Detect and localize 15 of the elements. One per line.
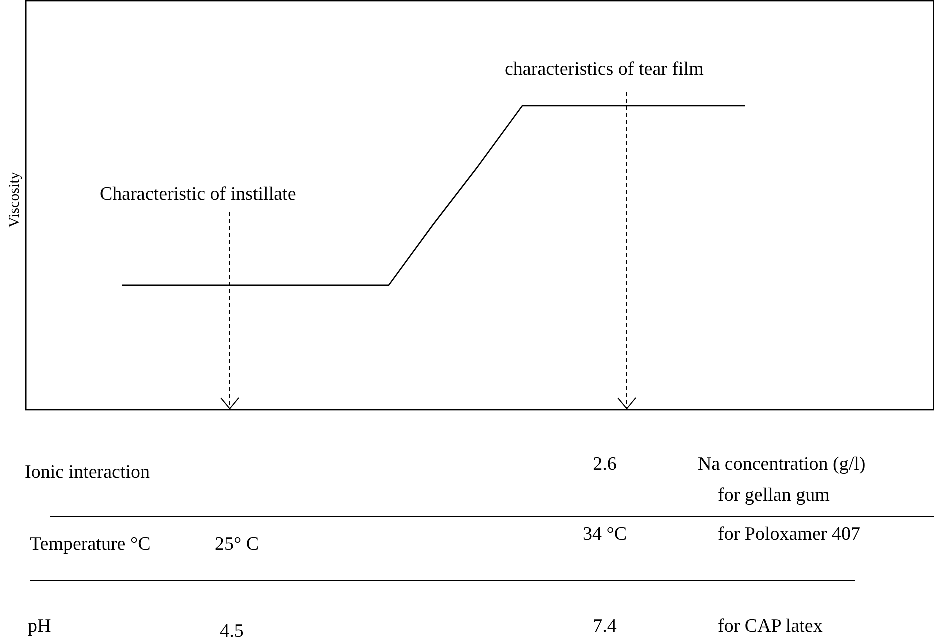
text: for Poloxamer 407 xyxy=(718,524,860,545)
text: 2.6 xyxy=(593,454,617,475)
text: 25° C xyxy=(215,534,260,555)
text: for gellan gum xyxy=(718,485,830,506)
text: pH xyxy=(28,616,52,637)
text: Temperature °C xyxy=(30,534,151,555)
text: 7.4 xyxy=(593,616,618,637)
text: 34 °C xyxy=(582,524,628,545)
text: Viscosity xyxy=(7,172,23,228)
text: for CAP latex xyxy=(718,616,824,637)
annotation: Characteristic of instillate xyxy=(100,184,296,205)
text: Ionic interaction xyxy=(25,462,151,483)
text: 4.5 xyxy=(220,621,244,642)
text: Na concentration (g/l) xyxy=(698,454,866,475)
text: characteristics of tear film xyxy=(505,59,704,80)
